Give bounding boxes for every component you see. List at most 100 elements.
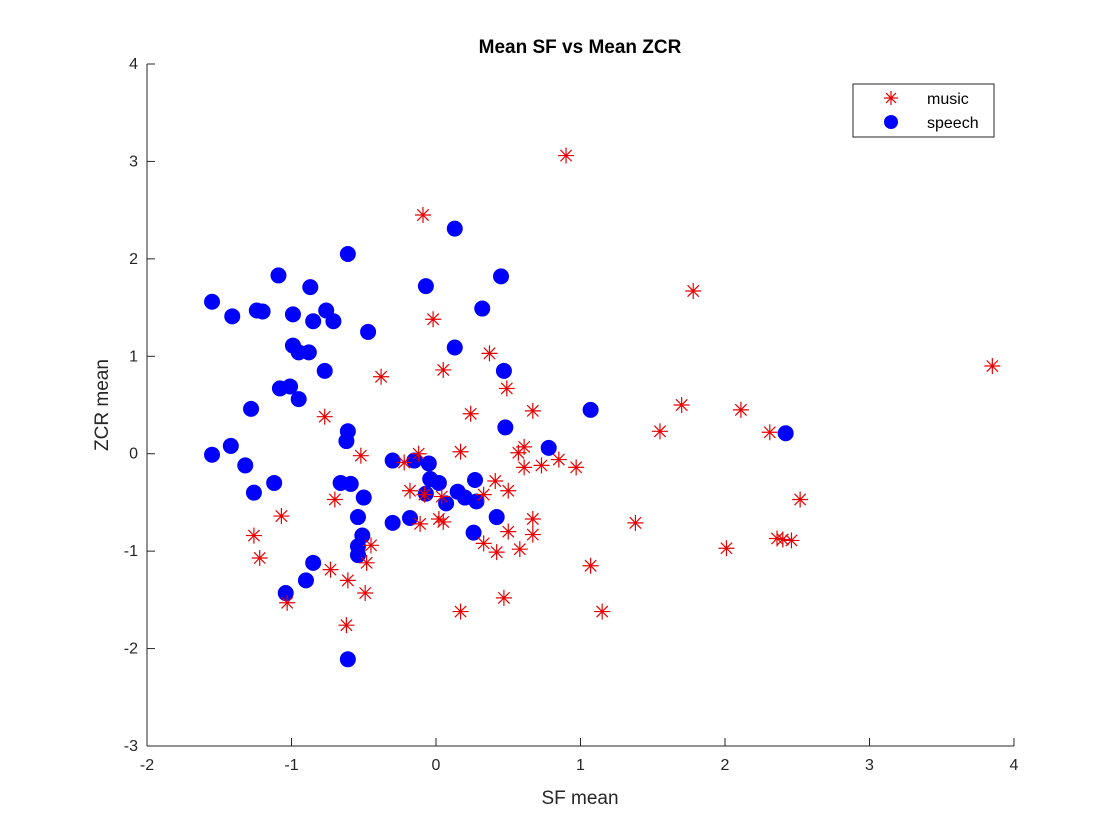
y-tick-label: -3 [124,738,138,755]
speech-point [417,278,434,295]
y-tick-label: 0 [129,446,138,463]
music-point [568,459,585,476]
y-tick-label: 1 [129,348,138,365]
speech-point [540,439,557,456]
music-point [673,397,690,413]
speech-point [204,293,221,310]
speech-point [204,446,221,463]
music-point [533,457,550,474]
music-point [414,207,431,224]
music-point [761,424,778,441]
music-point [627,514,644,531]
speech-point [430,474,447,491]
x-tick-label: -1 [284,757,298,774]
speech-point [465,524,482,541]
speech-point [488,509,505,526]
music-point [488,544,505,561]
speech-point [420,455,437,472]
speech-point [290,391,307,408]
music-point [435,513,452,530]
x-axis-label: SF mean [541,788,618,809]
music-point [594,603,611,620]
speech-point [339,651,356,668]
speech-point [297,572,314,589]
music-point [326,491,343,508]
music-point [339,572,356,589]
x-tick-label: 1 [576,757,585,774]
music-point [401,482,418,499]
speech-point [270,267,287,284]
speech-point [384,514,401,531]
speech-point [493,268,510,285]
x-tick-label: 3 [865,757,874,774]
music-point [718,540,735,557]
music-point [279,594,296,611]
speech-point [224,308,241,325]
music-point [511,541,528,558]
music-point [481,345,498,362]
music-point [452,443,469,460]
speech-point [349,509,366,526]
data-points [204,147,1001,668]
music-point [425,311,442,328]
legend: music speech [852,83,995,138]
music-point [316,408,333,425]
speech-point [446,339,463,356]
music-point [410,445,427,462]
music-point [373,368,390,385]
music-point [500,482,517,499]
series-music [245,147,1001,634]
speech-point [300,344,317,361]
music-point [251,549,268,566]
music-point [524,510,541,527]
speech-point [266,474,283,491]
music-point [338,617,355,634]
y-tick-label: -2 [124,641,138,658]
legend-marker-speech [884,115,898,129]
speech-point [284,306,301,323]
tick-marks [146,63,1015,747]
music-point [495,589,512,606]
music-point [550,451,567,468]
speech-point [254,303,271,320]
legend-box [852,83,995,138]
music-point [498,380,515,397]
x-tick-label: -2 [140,757,154,774]
music-point [792,491,809,508]
speech-point [305,313,322,330]
music-point [582,557,599,574]
music-point [462,405,479,422]
speech-point [495,362,512,379]
music-point [352,447,369,464]
speech-point [237,457,254,474]
music-point [357,585,374,602]
music-point [516,459,533,476]
music-point [774,531,791,548]
music-point [412,515,429,532]
y-tick-label: 2 [129,251,138,268]
legend-label-music: music [927,91,969,108]
speech-point [446,220,463,237]
music-point [732,401,749,418]
music-point [430,510,447,527]
music-point [245,527,262,544]
speech-point [245,484,262,501]
legend-label-speech: speech [927,115,979,132]
music-point [362,537,379,554]
music-point [651,423,668,440]
y-tick-label: -1 [124,543,138,560]
speech-point [582,401,599,418]
speech-point [282,378,299,395]
speech-point [316,362,333,379]
speech-point [305,554,322,571]
speech-point [338,433,355,450]
y-axis-label: ZCR mean [92,359,113,451]
music-point [358,554,375,571]
music-point [273,508,290,525]
music-point [783,532,800,549]
music-point [475,535,492,552]
music-point [487,472,504,489]
speech-point [243,400,260,417]
